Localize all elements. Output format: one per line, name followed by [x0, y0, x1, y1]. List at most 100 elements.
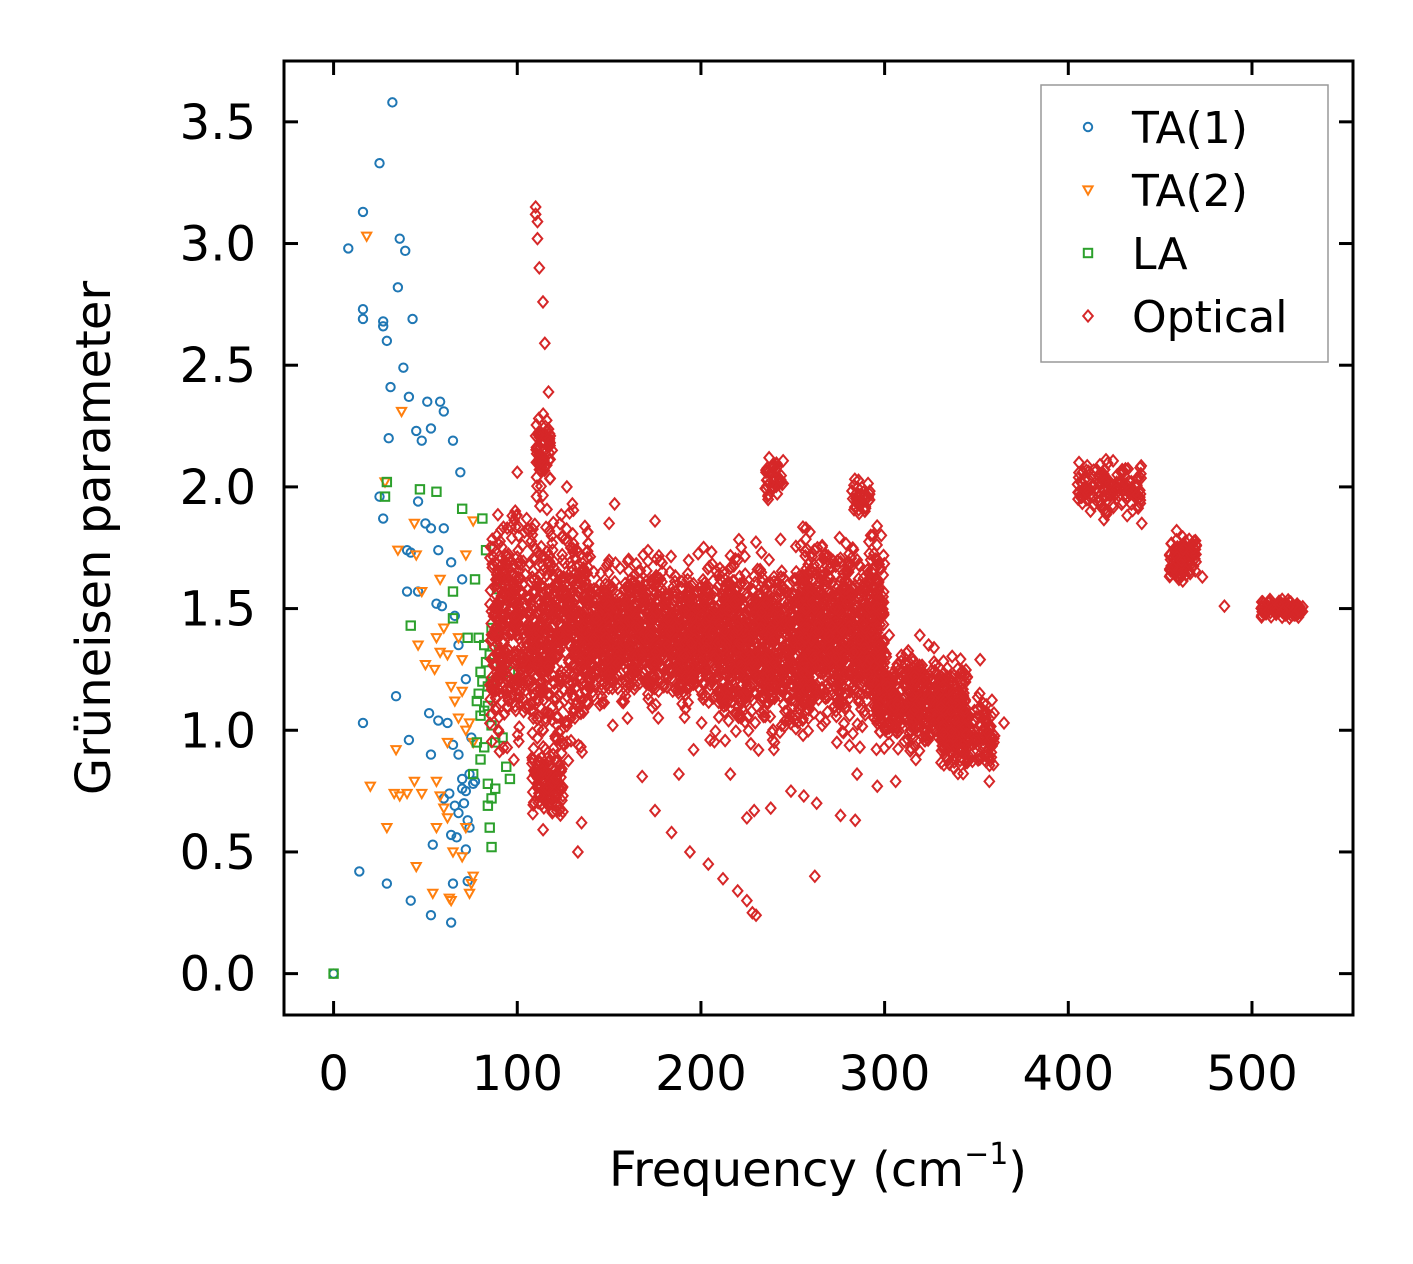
la-point [482, 800, 494, 811]
optical-point [796, 711, 810, 726]
ta-1-point [451, 832, 462, 843]
optical-point [887, 687, 900, 703]
optical-point [648, 653, 661, 668]
ta-2-point [393, 791, 407, 803]
optical-point [927, 717, 940, 732]
optical-point [484, 652, 498, 667]
optical-point [852, 694, 865, 710]
optical-point [536, 488, 550, 503]
optical-point [1071, 491, 1085, 507]
optical-point [584, 549, 597, 564]
optical-point [733, 667, 747, 682]
la-point [379, 491, 391, 502]
optical-point [875, 603, 888, 619]
optical-point [757, 704, 771, 719]
optical-point [852, 631, 865, 647]
la-point [475, 666, 486, 678]
data-points [328, 97, 1309, 979]
optical-point [785, 676, 798, 691]
optical-point [919, 733, 932, 748]
optical-point [771, 600, 784, 615]
optical-point [491, 565, 504, 580]
ta-1-point [387, 97, 398, 108]
optical-point [553, 605, 567, 620]
optical-point [732, 710, 745, 725]
optical-point [518, 525, 531, 540]
ta-1-point [411, 425, 422, 437]
optical-point [648, 656, 661, 671]
optical-point [621, 580, 634, 596]
optical-point [536, 822, 550, 837]
optical-point [839, 536, 853, 551]
optical-point [741, 665, 754, 681]
ta-1-point [385, 381, 396, 393]
la-point [477, 513, 488, 524]
optical-point [940, 742, 954, 758]
optical-point [789, 721, 803, 736]
optical-point [748, 609, 761, 625]
optical-point [563, 505, 576, 521]
optical-point [720, 592, 734, 607]
optical-point [804, 661, 817, 676]
optical-point [493, 666, 507, 681]
optical-point [839, 634, 852, 650]
optical-point [801, 647, 814, 662]
optical-point [902, 655, 915, 670]
optical-point [1116, 463, 1129, 478]
optical-point [844, 626, 858, 641]
optical-point [751, 562, 764, 577]
optical-point [1133, 469, 1146, 484]
optical-point [640, 563, 653, 578]
optical-point [595, 695, 608, 711]
optical-point [564, 711, 577, 726]
optical-point [616, 598, 630, 613]
optical-point [910, 698, 923, 713]
ta-1-point [394, 233, 405, 244]
optical-point [871, 518, 884, 534]
optical-point [588, 643, 601, 658]
ta-2-point [430, 823, 443, 835]
ta-1-point [447, 435, 459, 446]
optical-point [645, 575, 659, 590]
optical-point [980, 747, 994, 763]
la-point [467, 768, 479, 780]
ta-2-point [419, 659, 432, 672]
optical-point [870, 600, 884, 615]
optical-point [787, 659, 800, 674]
optical-point [489, 677, 502, 693]
optical-point [489, 690, 502, 705]
optical-point [559, 714, 572, 729]
optical-point [553, 626, 566, 642]
optical-point [824, 559, 837, 574]
optical-point [578, 639, 591, 654]
optical-point [516, 691, 530, 706]
ta-1-point [400, 245, 411, 257]
optical-point [817, 548, 830, 563]
optical-point [496, 608, 510, 623]
ta-1-point [455, 467, 466, 478]
optical-point [770, 460, 784, 475]
optical-point [856, 616, 870, 631]
ta-1-point [456, 773, 468, 785]
optical-point [957, 766, 970, 781]
optical-point [717, 591, 730, 606]
optical-point [489, 622, 502, 637]
optical-point [540, 457, 553, 473]
optical-point [777, 476, 790, 491]
optical-point [546, 542, 559, 558]
ta-1-point [425, 749, 437, 760]
ta-1-point [431, 598, 442, 609]
optical-point [644, 597, 657, 612]
optical-point [672, 612, 686, 627]
optical-point [786, 634, 800, 649]
optical-point [624, 641, 637, 656]
optical-point [601, 611, 614, 626]
ta-1-point [405, 895, 416, 906]
optical-point [712, 616, 726, 631]
ta-2-point [446, 847, 460, 859]
optical-point [812, 624, 825, 640]
optical-point [864, 552, 877, 567]
series-ta-1 [328, 97, 481, 979]
optical-point [857, 592, 870, 608]
optical-point [653, 588, 667, 603]
